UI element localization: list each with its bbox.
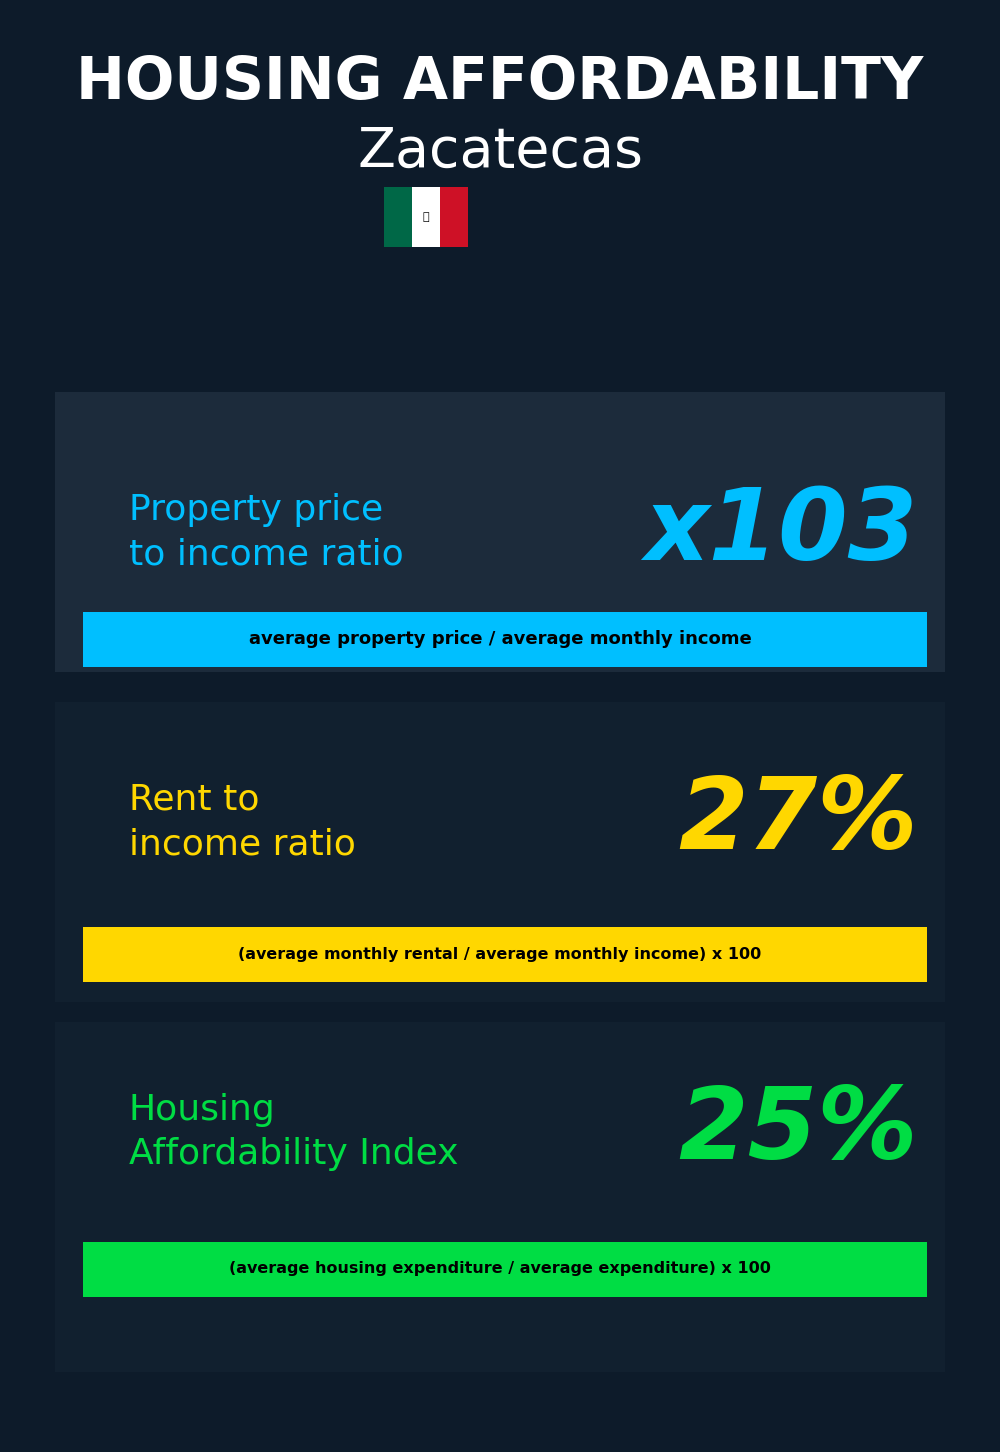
FancyBboxPatch shape: [55, 701, 945, 1002]
Text: Property price
to income ratio: Property price to income ratio: [129, 492, 404, 572]
FancyBboxPatch shape: [83, 926, 927, 982]
FancyBboxPatch shape: [412, 187, 440, 247]
Text: x103: x103: [644, 484, 917, 581]
FancyBboxPatch shape: [36, 0, 964, 1452]
Text: Housing
Affordability Index: Housing Affordability Index: [129, 1092, 458, 1172]
FancyBboxPatch shape: [440, 187, 468, 247]
FancyBboxPatch shape: [384, 187, 412, 247]
Text: HOUSING AFFORDABILITY: HOUSING AFFORDABILITY: [76, 54, 924, 110]
FancyBboxPatch shape: [55, 1022, 945, 1372]
FancyBboxPatch shape: [83, 1241, 927, 1297]
Text: 🦅: 🦅: [422, 212, 429, 222]
Text: average property price / average monthly income: average property price / average monthly…: [249, 630, 751, 648]
Text: 27%: 27%: [678, 774, 917, 871]
Text: Zacatecas: Zacatecas: [357, 125, 643, 179]
Text: (average monthly rental / average monthly income) x 100: (average monthly rental / average monthl…: [238, 947, 762, 961]
FancyBboxPatch shape: [55, 392, 945, 672]
Text: (average housing expenditure / average expenditure) x 100: (average housing expenditure / average e…: [229, 1262, 771, 1276]
Text: 25%: 25%: [678, 1083, 917, 1180]
Text: Rent to
income ratio: Rent to income ratio: [129, 783, 356, 861]
FancyBboxPatch shape: [83, 611, 927, 666]
